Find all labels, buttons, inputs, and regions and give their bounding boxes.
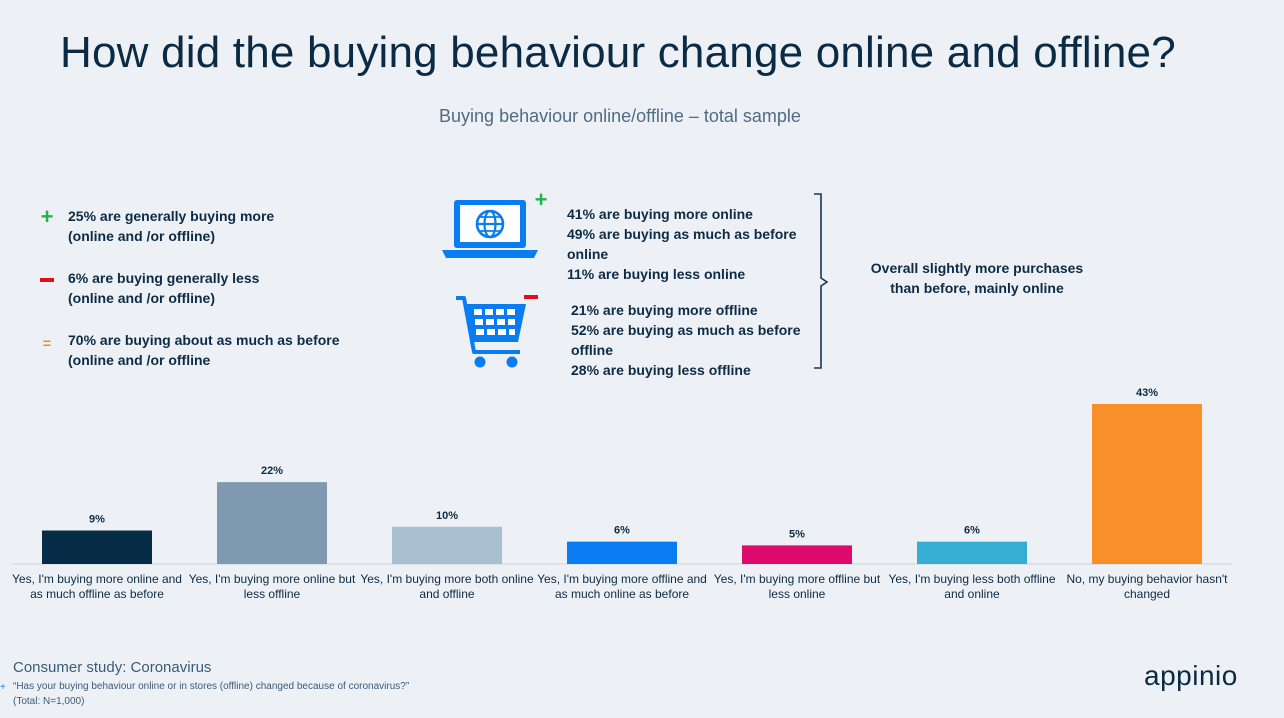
offline-stats: 21% are buying more offline 52% are buyi… bbox=[571, 300, 816, 380]
bar-value-label-4: 6% bbox=[614, 525, 630, 537]
summary-list: + 25% are generally buying more (online … bbox=[38, 206, 378, 392]
shopping-cart-icon bbox=[456, 295, 538, 368]
equals-icon: = bbox=[42, 335, 52, 351]
category-label-5-line-2: less online bbox=[769, 587, 826, 601]
summary-same-text: 70% are buying about as much as before (… bbox=[68, 330, 378, 370]
online-stat-less: 11% are buying less online bbox=[567, 266, 746, 282]
offline-stat-less: 28% are buying less offline bbox=[571, 362, 751, 378]
category-label-6-line-2: and online bbox=[944, 587, 1000, 601]
bar-value-label-6: 6% bbox=[964, 525, 980, 537]
summary-more-text: 25% are generally buying more (online an… bbox=[68, 206, 378, 246]
summary-same-line2: (online and /or offline bbox=[68, 352, 211, 368]
bar-5 bbox=[742, 545, 852, 564]
bar-1 bbox=[42, 530, 152, 564]
summary-more-line1: 25% are generally buying more bbox=[68, 208, 275, 224]
page-title: How did the buying behaviour change onli… bbox=[60, 28, 1176, 77]
online-plus-badge: + bbox=[535, 190, 548, 212]
online-stats: 41% are buying more online 49% are buyin… bbox=[567, 204, 812, 284]
offline-minus-badge bbox=[524, 295, 538, 299]
category-label-3-line-1: Yes, I'm buying more both online bbox=[360, 572, 534, 586]
bar-value-label-2: 22% bbox=[261, 465, 283, 477]
plus-icon: + bbox=[40, 204, 54, 229]
category-label-5-line-1: Yes, I'm buying more offline but bbox=[714, 572, 881, 586]
category-label-7-line-2: changed bbox=[1124, 587, 1170, 601]
online-stat-more: 41% are buying more online bbox=[567, 206, 753, 222]
offline-stat-more: 21% are buying more offline bbox=[571, 302, 758, 318]
category-label-6-line-1: Yes, I'm buying less both offline bbox=[888, 572, 1055, 586]
online-stat-same: 49% are buying as much as before bbox=[567, 226, 797, 242]
bar-value-label-7: 43% bbox=[1136, 387, 1158, 399]
category-label-3-line-2: and offline bbox=[419, 587, 474, 601]
category-label-2-line-2: less offline bbox=[244, 587, 301, 601]
summary-less-text: 6% are buying generally less (online and… bbox=[68, 268, 378, 308]
right-brace bbox=[814, 193, 829, 369]
minus-icon bbox=[40, 278, 54, 282]
conclusion-line2: than before, mainly online bbox=[890, 280, 1064, 296]
summary-more-line2: (online and /or offline) bbox=[68, 228, 215, 244]
category-label-1-line-2: as much offline as before bbox=[30, 587, 164, 601]
footer-total: (Total: N=1,000) bbox=[13, 696, 85, 707]
summary-item-more: + 25% are generally buying more (online … bbox=[38, 206, 378, 268]
category-label-2-line-1: Yes, I'm buying more online but bbox=[189, 572, 356, 586]
category-label-1-line-1: Yes, I'm buying more online and bbox=[12, 572, 182, 586]
summary-item-less: 6% are buying generally less (online and… bbox=[38, 268, 378, 330]
summary-same-line1: 70% are buying about as much as before bbox=[68, 332, 340, 348]
bar-2 bbox=[217, 482, 327, 564]
bar-3 bbox=[392, 526, 502, 564]
footer-study-title: Consumer study: Coronavirus bbox=[13, 659, 212, 676]
bar-value-label-1: 9% bbox=[89, 514, 105, 526]
online-stat-same-cont: online bbox=[567, 246, 609, 262]
category-label-4-line-2: as much online as before bbox=[555, 587, 689, 601]
conclusion-line1: Overall slightly more purchases bbox=[870, 260, 1084, 276]
offline-stat-same-cont: offline bbox=[571, 342, 613, 358]
bar-4 bbox=[567, 541, 677, 564]
bar-value-label-3: 10% bbox=[436, 510, 458, 522]
summary-item-same: = 70% are buying about as much as before… bbox=[38, 330, 378, 392]
category-label-7-line-1: No, my buying behavior hasn't bbox=[1066, 572, 1228, 586]
summary-less-line2: (online and /or offline) bbox=[68, 290, 215, 306]
bar-7 bbox=[1092, 404, 1202, 564]
footer-question: “Has your buying behaviour online or in … bbox=[13, 681, 410, 692]
laptop-globe-icon: + bbox=[442, 190, 548, 258]
chart-subtitle: Buying behaviour online/offline – total … bbox=[439, 106, 801, 126]
bar-value-label-5: 5% bbox=[789, 528, 805, 540]
appinio-logo: appinio bbox=[1144, 660, 1238, 691]
offline-stat-same: 52% are buying as much as before bbox=[571, 322, 801, 338]
bar-6 bbox=[917, 541, 1027, 564]
footer-plus-mark: + bbox=[0, 682, 6, 693]
conclusion-text: Overall slightly more purchases than bef… bbox=[862, 258, 1092, 298]
category-label-4-line-1: Yes, I'm buying more offline and bbox=[537, 572, 707, 586]
summary-less-line1: 6% are buying generally less bbox=[68, 270, 260, 286]
